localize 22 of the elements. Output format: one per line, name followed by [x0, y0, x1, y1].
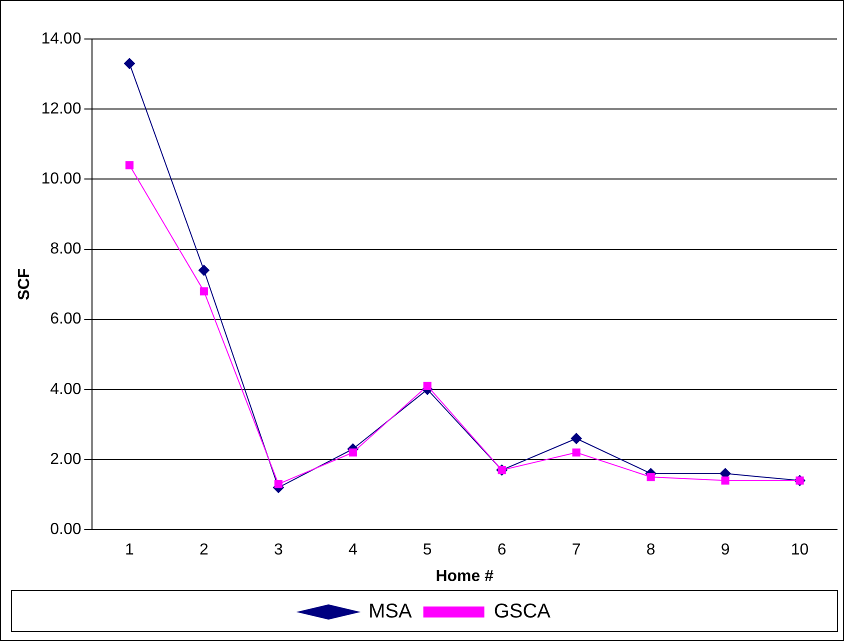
- y-axis-title: SCF: [16, 268, 34, 300]
- x-tick-label: 2: [200, 542, 208, 559]
- y-tick-label: 10.00: [41, 170, 82, 188]
- x-tick-label: 8: [646, 542, 656, 559]
- y-tick-label: 14.00: [41, 30, 82, 48]
- y-tick-label: 6.00: [50, 310, 82, 328]
- legend-label: MSA: [368, 600, 412, 623]
- x-tick-label: 5: [422, 542, 432, 559]
- x-tick-label: 1: [125, 542, 134, 559]
- x-tick-label: 3: [274, 542, 283, 559]
- y-tick-label: 12.00: [41, 100, 82, 118]
- y-tick-label: 0.00: [50, 521, 82, 538]
- x-tick-label: 7: [572, 542, 581, 559]
- y-tick-label: 4.00: [50, 380, 82, 398]
- x-tick-label: 4: [348, 542, 358, 559]
- x-tick-label: 10: [790, 542, 809, 559]
- x-tick-label: 9: [720, 542, 730, 559]
- x-axis-title: Home #: [436, 568, 494, 585]
- x-tick-label: 6: [497, 542, 506, 559]
- y-tick-label: 2.00: [50, 450, 82, 468]
- legend-label: GSCA: [494, 600, 552, 623]
- y-tick-label: 8.00: [50, 240, 82, 258]
